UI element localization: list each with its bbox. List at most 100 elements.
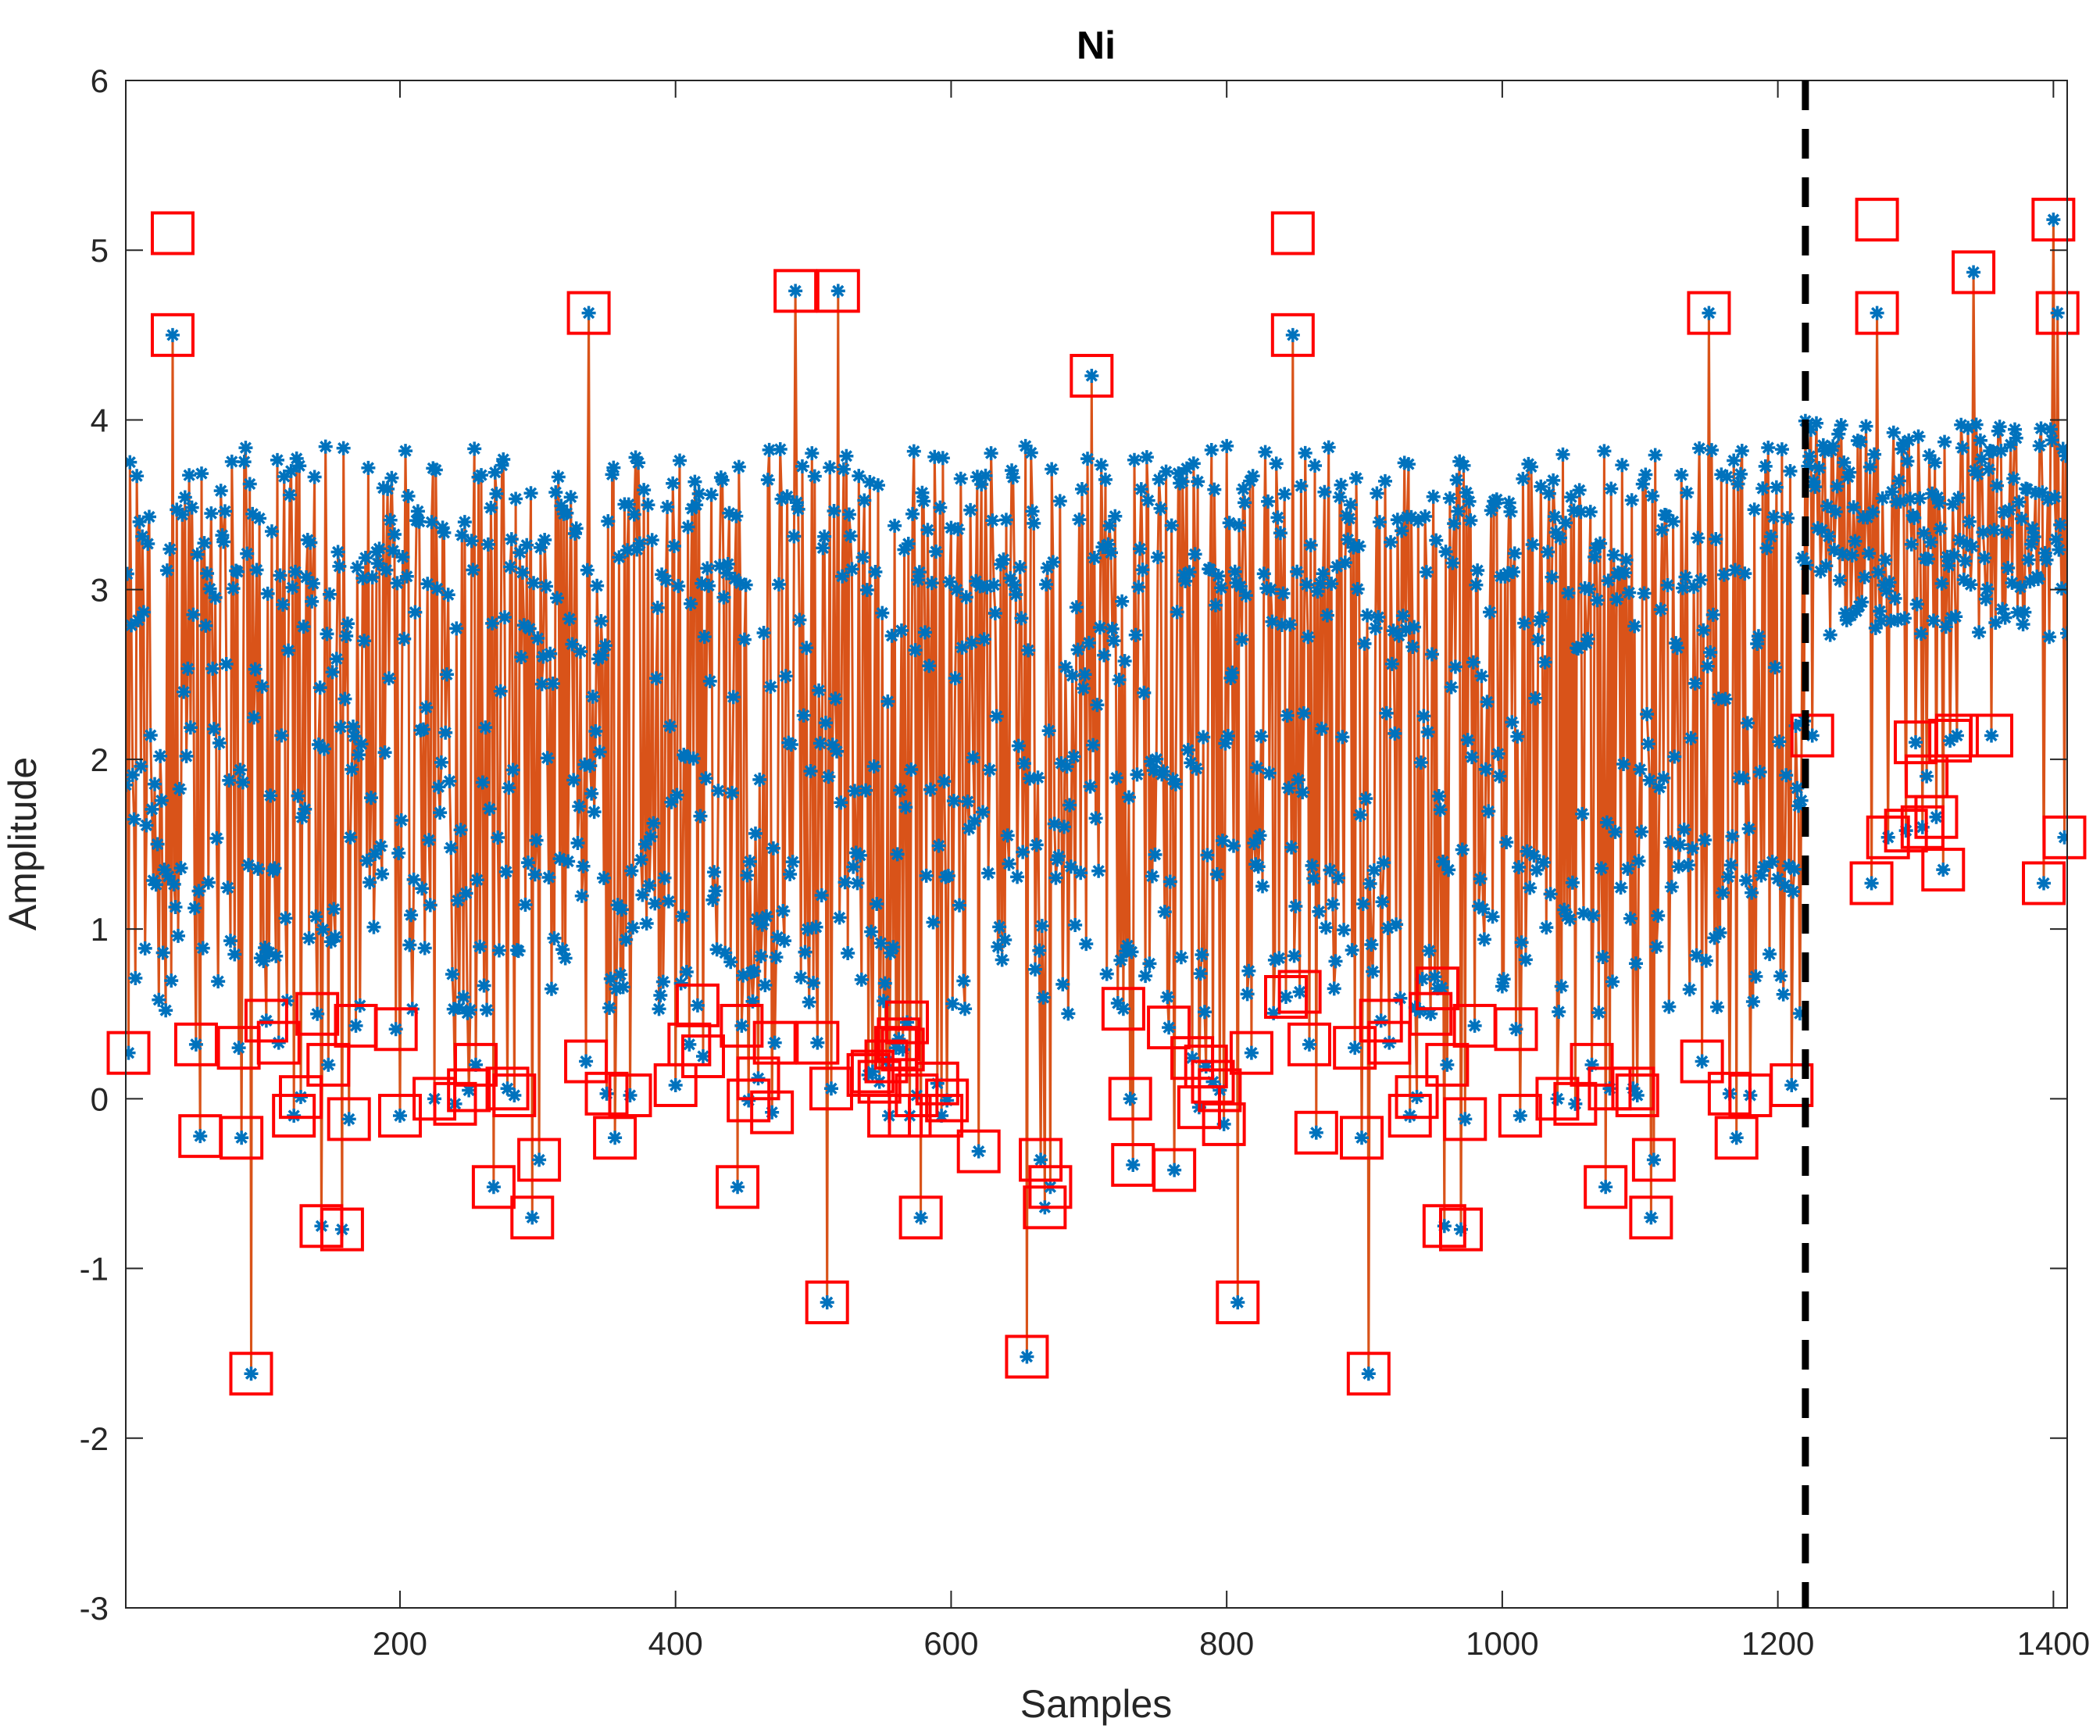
data-point-marker	[1061, 1006, 1076, 1021]
data-point-marker	[1667, 749, 1682, 764]
data-point-marker	[693, 809, 708, 823]
data-point-marker	[223, 934, 238, 948]
data-point-marker	[619, 932, 634, 947]
data-point-marker	[1927, 455, 1942, 470]
data-point-marker	[282, 488, 297, 502]
data-point-marker	[1412, 1004, 1427, 1019]
data-point-marker	[821, 770, 836, 784]
data-point-marker	[850, 876, 865, 891]
data-point-marker	[1813, 564, 1828, 579]
data-point-marker	[1582, 582, 1597, 597]
outlier-box	[608, 1073, 652, 1117]
data-point-marker	[1562, 912, 1577, 927]
data-point-marker	[1961, 420, 1976, 435]
data-point-marker	[1153, 501, 1168, 516]
data-point-marker	[987, 577, 1002, 592]
data-point-marker	[608, 1131, 623, 1145]
data-point-marker	[639, 916, 654, 931]
data-point-marker	[305, 594, 320, 609]
data-point-marker	[173, 861, 188, 876]
data-point-marker	[1535, 609, 1550, 624]
data-point-marker	[1588, 549, 1602, 564]
data-point-marker	[1247, 836, 1262, 851]
data-point-marker	[1707, 931, 1722, 945]
data-point-marker	[747, 964, 762, 979]
data-point-marker	[1978, 591, 1993, 606]
data-point-marker	[522, 621, 537, 636]
data-point-marker	[1438, 545, 1453, 559]
data-point-marker	[812, 683, 827, 698]
outlier-box	[229, 1352, 273, 1396]
data-point-marker	[866, 759, 881, 773]
data-point-marker	[1678, 570, 1693, 584]
data-point-marker	[175, 507, 190, 522]
data-point-marker	[1534, 479, 1548, 494]
data-point-marker	[159, 563, 174, 578]
data-point-marker	[249, 563, 264, 577]
data-point-marker	[827, 504, 841, 519]
data-point-marker	[606, 460, 621, 475]
data-point-marker	[809, 920, 823, 934]
data-point-marker	[161, 869, 176, 884]
data-point-marker	[1943, 733, 1958, 748]
outlier-layer	[106, 198, 2087, 1396]
data-point-marker	[348, 1018, 363, 1033]
data-point-marker	[271, 1035, 286, 1050]
data-point-marker	[738, 577, 753, 592]
data-point-marker	[1180, 742, 1195, 757]
data-point-marker	[1745, 995, 1760, 1009]
y-tick-label: 5	[91, 232, 109, 269]
data-point-marker	[1685, 841, 1700, 856]
data-point-marker	[770, 930, 785, 945]
data-point-marker	[1805, 728, 1820, 743]
data-point-marker	[523, 486, 538, 501]
data-point-marker	[1561, 586, 1576, 601]
data-point-marker	[1810, 521, 1825, 536]
data-point-marker	[1645, 488, 1660, 503]
data-point-marker	[188, 901, 202, 916]
data-point-marker	[1218, 736, 1233, 751]
data-point-marker	[668, 1077, 683, 1092]
data-point-marker	[330, 545, 345, 559]
data-point-marker	[1868, 620, 1883, 635]
data-point-marker	[312, 680, 327, 695]
data-point-marker	[1738, 566, 1752, 581]
data-point-marker	[1787, 862, 1802, 877]
outlier-box	[517, 1138, 562, 1182]
data-point-marker	[1541, 545, 1555, 559]
data-point-marker	[729, 509, 744, 523]
data-point-marker	[945, 996, 960, 1011]
data-point-marker	[1263, 582, 1278, 597]
data-point-marker	[242, 477, 257, 491]
data-point-marker	[361, 460, 376, 475]
outlier-box	[1494, 1007, 1538, 1052]
data-point-marker	[1663, 835, 1678, 850]
data-point-marker	[1564, 490, 1579, 505]
data-point-marker	[862, 475, 877, 490]
data-point-marker	[1674, 468, 1689, 483]
outlier-box	[1611, 1066, 1655, 1111]
data-point-marker	[1157, 905, 1172, 920]
data-point-marker	[200, 566, 215, 580]
data-point-marker	[970, 470, 984, 484]
data-point-marker	[1834, 418, 1848, 433]
y-tick-label: -3	[80, 1590, 109, 1627]
data-point-marker	[143, 728, 158, 743]
data-point-marker	[428, 463, 443, 477]
data-point-marker	[1853, 434, 1868, 449]
data-point-marker	[183, 720, 198, 735]
data-point-marker	[596, 870, 611, 885]
outlier-box	[925, 1078, 970, 1123]
data-point-marker	[1712, 925, 1727, 940]
data-point-marker	[1660, 578, 1675, 593]
data-point-marker	[679, 965, 694, 980]
data-point-marker	[467, 441, 482, 456]
data-point-marker	[1675, 580, 1690, 595]
data-point-marker	[941, 869, 955, 884]
outlier-box	[485, 1066, 530, 1111]
data-point-marker	[1966, 265, 1981, 280]
data-point-marker	[814, 888, 829, 902]
data-point-marker	[788, 284, 803, 298]
data-point-marker	[1204, 443, 1219, 458]
data-point-marker	[977, 632, 991, 647]
